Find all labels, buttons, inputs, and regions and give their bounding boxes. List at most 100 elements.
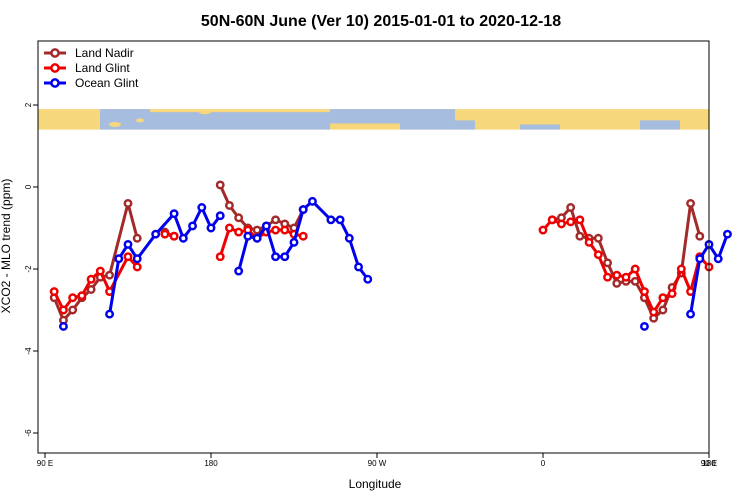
data-point: [593, 233, 603, 243]
series-land-glint: [49, 215, 714, 317]
data-point: [584, 237, 594, 247]
data-point: [363, 274, 373, 284]
data-point: [556, 219, 566, 229]
data-point: [215, 252, 225, 262]
data-point: [298, 231, 308, 241]
data-point: [188, 221, 198, 231]
data-point: [271, 252, 281, 262]
legend-label: Land Glint: [75, 61, 130, 75]
y-axis: 2 0 -2 -4 -6: [24, 102, 38, 437]
data-point: [105, 270, 115, 280]
data-point: [123, 198, 133, 208]
data-point: [95, 266, 105, 276]
data-point: [206, 223, 216, 233]
legend-item: Ocean Glint: [44, 76, 139, 90]
data-point: [326, 215, 336, 225]
map-strip-island: [136, 118, 144, 123]
x-tick-label: 90 E: [701, 459, 717, 468]
data-point: [344, 233, 354, 243]
data-point: [335, 215, 345, 225]
data-point: [676, 264, 686, 274]
data-point: [160, 229, 170, 239]
data-point: [169, 231, 179, 241]
data-point: [234, 213, 244, 223]
x-tick-label: 90 W: [368, 459, 387, 468]
y-tick-label: -6: [24, 429, 33, 437]
data-point: [169, 209, 179, 219]
data-point: [132, 254, 142, 264]
data-point: [86, 274, 96, 284]
data-point: [575, 231, 585, 241]
series-ocean-glint: [58, 196, 732, 331]
data-point: [538, 225, 548, 235]
data-point: [68, 305, 78, 315]
data-point: [686, 198, 696, 208]
data-point: [298, 205, 308, 215]
data-point: [86, 285, 96, 294]
data-point: [114, 254, 124, 264]
data-point: [49, 287, 59, 296]
data-point: [639, 287, 649, 296]
data-point: [307, 196, 317, 206]
legend-swatch-marker: [50, 63, 60, 73]
data-point: [132, 233, 142, 243]
data-point: [593, 250, 603, 260]
data-point: [630, 276, 640, 286]
plot-frame: [37, 40, 710, 454]
data-point: [354, 262, 364, 272]
x-axis-label: Longitude: [349, 477, 402, 491]
data-point: [639, 321, 649, 331]
data-point: [547, 215, 557, 225]
series-layer: [49, 180, 732, 331]
data-point: [123, 252, 133, 262]
data-point: [261, 221, 271, 231]
data-point: [667, 289, 677, 299]
data-point: [252, 233, 262, 243]
data-point: [123, 239, 133, 249]
data-point: [68, 293, 78, 303]
y-tick-label: -4: [24, 347, 33, 355]
data-point: [77, 291, 87, 301]
x-tick-label: 0: [541, 459, 546, 468]
series-line: [218, 226, 304, 258]
data-point: [289, 237, 299, 247]
map-strip-ocean: [520, 124, 560, 130]
data-point: [271, 225, 281, 235]
data-point: [252, 225, 262, 235]
x-tick-label: 90 E: [37, 459, 53, 468]
chart-title: 50N-60N June (Ver 10) 2015-01-01 to 2020…: [201, 13, 561, 30]
map-strip: [38, 109, 709, 130]
map-strip-island: [346, 123, 354, 128]
data-point: [566, 203, 576, 212]
y-tick-label: 0: [24, 184, 33, 189]
x-tick-label: 180: [204, 459, 218, 468]
data-point: [215, 211, 225, 221]
data-point: [58, 321, 68, 331]
data-point: [630, 264, 640, 274]
map-strip-island: [358, 126, 372, 130]
data-point: [695, 231, 705, 241]
data-point: [178, 233, 188, 243]
x-tick-label: 180: [702, 459, 716, 468]
data-point: [132, 262, 142, 272]
data-point: [234, 227, 244, 237]
legend-swatch-marker: [50, 78, 60, 88]
series-line: [218, 184, 305, 232]
series-land-nadir: [49, 180, 705, 325]
data-point: [612, 270, 622, 280]
data-point: [566, 217, 576, 227]
map-strip-island: [109, 121, 121, 127]
y-tick-label: 2: [24, 102, 33, 107]
legend-item: Land Glint: [44, 61, 130, 75]
data-point: [58, 305, 68, 315]
data-point: [603, 272, 613, 282]
data-point: [713, 254, 723, 264]
map-strip-ocean: [330, 109, 400, 124]
data-point: [658, 305, 668, 315]
map-strip-island: [199, 110, 211, 115]
data-point: [280, 225, 290, 235]
data-point: [197, 203, 207, 212]
